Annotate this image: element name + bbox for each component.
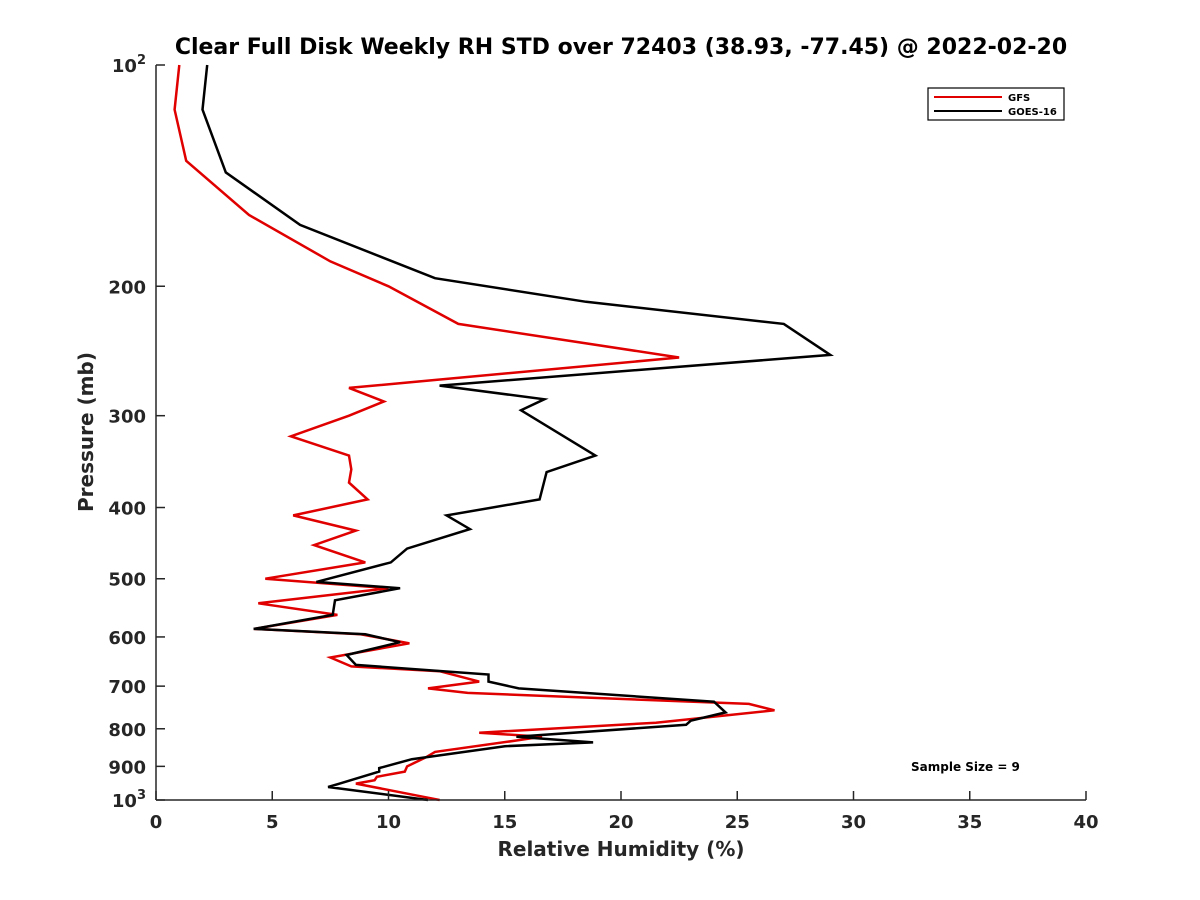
legend-box — [927, 87, 1065, 121]
x-axis-ticks: 0 5 10 15 20 25 30 35 40 — [150, 791, 1099, 833]
x-tick-label: 10 — [376, 812, 401, 833]
series-line-goes-16 — [201, 64, 834, 802]
x-tick-label: 35 — [957, 812, 982, 833]
x-axis-label: Relative Humidity (%) — [497, 837, 744, 861]
legend-gfs-label: GFS — [1008, 93, 1030, 104]
legend-goes16-label: GOES-16 — [1008, 107, 1057, 118]
x-tick-label: 30 — [841, 812, 866, 833]
x-tick-label: 15 — [492, 812, 517, 833]
y-tick-label: 200 — [108, 277, 146, 298]
x-tick-label: 0 — [150, 812, 163, 833]
x-tick-label: 20 — [608, 812, 633, 833]
y-tick-label: 800 — [108, 720, 146, 741]
series-layer — [173, 64, 834, 802]
y-tick-label: 400 — [108, 499, 146, 520]
y-tick-label: 500 — [108, 570, 146, 591]
legend: GFS GOES-16 — [927, 87, 1065, 121]
y-tick-label: 300 — [108, 407, 146, 428]
y-tick-label: 600 — [108, 628, 146, 649]
sample-size-annotation: Sample Size = 9 — [911, 760, 1020, 774]
x-tick-label: 40 — [1073, 812, 1098, 833]
y-axis-ticks: 102 200 300 400 500 600 700 800 900 103 — [108, 53, 165, 812]
x-tick-label: 5 — [266, 812, 279, 833]
y-tick-label: 900 — [108, 757, 146, 778]
y-tick-label: 102 — [112, 53, 146, 77]
x-tick-label: 25 — [725, 812, 750, 833]
y-tick-label: 103 — [112, 788, 146, 812]
y-axis-label: Pressure (mb) — [74, 352, 98, 512]
chart-title: Clear Full Disk Weekly RH STD over 72403… — [175, 35, 1067, 60]
y-tick-label: 700 — [108, 677, 146, 698]
plot-area — [156, 65, 1086, 800]
